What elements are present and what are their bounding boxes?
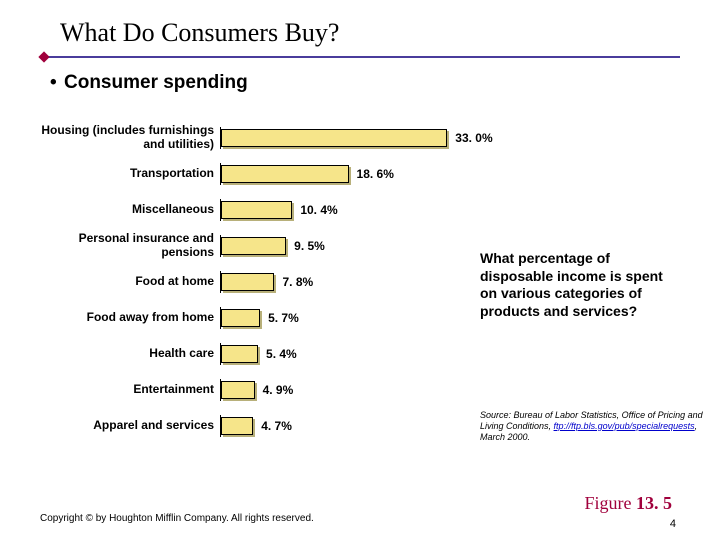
chart-row: Health care 5. 4% <box>40 336 470 372</box>
bar-label: Food away from home <box>40 311 220 325</box>
bar-track: 4. 7% <box>220 415 470 437</box>
chart-row: Personal insurance and pensions 9. 5% <box>40 228 470 264</box>
bar-value: 5. 7% <box>262 309 299 327</box>
bar <box>221 381 255 399</box>
chart-row: Housing (includes furnishings and utilit… <box>40 120 470 156</box>
bar-label: Entertainment <box>40 383 220 397</box>
bar-label: Housing (includes furnishings and utilit… <box>40 124 220 152</box>
bar-label: Apparel and services <box>40 419 220 433</box>
chart-row: Apparel and services 4. 7% <box>40 408 470 444</box>
bar <box>221 129 447 147</box>
bar-value: 7. 8% <box>276 273 313 291</box>
bar-track: 10. 4% <box>220 199 470 221</box>
bar-label: Transportation <box>40 167 220 181</box>
bar-track: 9. 5% <box>220 235 470 257</box>
bar-track: 7. 8% <box>220 271 470 293</box>
bar-value: 4. 7% <box>255 417 292 435</box>
bar <box>221 345 258 363</box>
chart-row: Food at home 7. 8% <box>40 264 470 300</box>
callout-text: What percentage of disposable income is … <box>480 250 675 320</box>
bar-track: 4. 9% <box>220 379 470 401</box>
source-citation: Source: Bureau of Labor Statistics, Offi… <box>480 410 720 442</box>
subhead-text: Consumer spending <box>64 72 248 93</box>
spending-bar-chart: Housing (includes furnishings and utilit… <box>40 120 470 444</box>
bar <box>221 165 349 183</box>
figure-label: Figure 13. 5 <box>585 493 673 514</box>
bar <box>221 201 292 219</box>
chart-row: Transportation 18. 6% <box>40 156 470 192</box>
bar-label: Personal insurance and pensions <box>40 232 220 260</box>
subhead: •Consumer spending <box>0 58 720 100</box>
figure-number: 13. 5 <box>636 493 672 513</box>
bar-track: 33. 0% <box>220 127 470 149</box>
bar-value: 18. 6% <box>351 165 394 183</box>
bar <box>221 417 253 435</box>
chart-row: Miscellaneous 10. 4% <box>40 192 470 228</box>
bar-label: Miscellaneous <box>40 203 220 217</box>
source-link[interactable]: ftp://ftp.bls.gov/pub/specialrequests <box>554 421 695 431</box>
bar-value: 4. 9% <box>257 381 294 399</box>
bar <box>221 309 260 327</box>
page-number: 4 <box>670 518 676 530</box>
copyright-text: Copyright © by Houghton Mifflin Company.… <box>40 513 314 524</box>
chart-row: Food away from home 5. 7% <box>40 300 470 336</box>
bar <box>221 273 274 291</box>
bar-track: 5. 7% <box>220 307 470 329</box>
bar-track: 18. 6% <box>220 163 470 185</box>
bar-value: 10. 4% <box>294 201 337 219</box>
figure-word: Figure <box>585 493 632 513</box>
bar-label: Health care <box>40 347 220 361</box>
bar-value: 5. 4% <box>260 345 297 363</box>
title-underline <box>40 56 680 58</box>
bar-track: 5. 4% <box>220 343 470 365</box>
bar-value: 9. 5% <box>288 237 325 255</box>
bar-value: 33. 0% <box>449 129 492 147</box>
bar-label: Food at home <box>40 275 220 289</box>
chart-row: Entertainment 4. 9% <box>40 372 470 408</box>
page-title: What Do Consumers Buy? <box>60 18 680 48</box>
bar <box>221 237 286 255</box>
